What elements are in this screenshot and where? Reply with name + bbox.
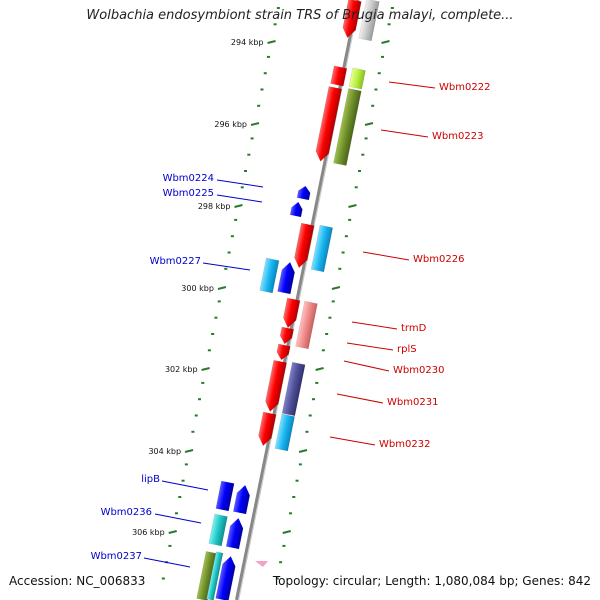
gene-features: [196, 0, 380, 600]
gene-arrow: [277, 261, 295, 295]
gene-arrow: [330, 65, 348, 87]
label-leader-line: [351, 321, 398, 330]
tick-mark: [184, 449, 308, 453]
major-ticks: 294 kbp 296 kbp 298 kbp 300 kbp 302 kbp 304 k…: [132, 38, 390, 537]
tick-label: 304 kbp: [148, 447, 181, 456]
gene-arrow: [289, 201, 303, 218]
label-leader-line: [202, 262, 251, 271]
tick-label: 302 kbp: [165, 365, 198, 374]
summary-text: Topology: circular; Length: 1,080,084 bp…: [272, 574, 591, 588]
gene-arrow: [225, 517, 244, 550]
tick-label: 296 kbp: [214, 120, 247, 129]
label-leader-line: [346, 342, 394, 351]
gene-arrow: [258, 411, 277, 447]
label-leader-line: [216, 194, 263, 203]
gene-label: Wbm0224: [163, 173, 214, 184]
gene-arrow: [215, 556, 236, 600]
gene-labels: Wbm0222 Wbm0223 Wbm0224 Wbm0225 Wbm0226 Wbm02…: [91, 81, 490, 568]
label-leader-line: [329, 436, 376, 446]
gene-label: Wbm0230: [393, 365, 444, 376]
marker-triangle: [255, 561, 268, 567]
label-leader-line: [161, 480, 209, 491]
gene-arrow: [232, 484, 251, 515]
gene-arrow: [265, 359, 287, 412]
label-leader-line: [380, 129, 429, 138]
map-title: Wolbachia endosymbiont strain TRS of Bru…: [86, 8, 514, 23]
accession-text: Accession: NC_006833: [9, 574, 146, 588]
gene-label: lipB: [141, 474, 160, 485]
cog-bar: [295, 300, 318, 350]
label-leader-line: [336, 393, 384, 404]
cog-bar: [333, 88, 362, 166]
tick-label: 300 kbp: [181, 284, 214, 293]
cog-bar: [274, 413, 295, 452]
cog-bar: [358, 0, 380, 42]
gene-label: Wbm0223: [432, 131, 483, 142]
tick-label: 294 kbp: [231, 38, 264, 47]
gene-label: Wbm0231: [387, 397, 438, 408]
gene-arrow: [283, 297, 301, 329]
cog-bar: [281, 361, 306, 417]
cog-bar: [196, 551, 218, 600]
cog-bar: [206, 551, 224, 600]
label-leader-line: [343, 360, 390, 372]
cog-bar: [310, 224, 334, 273]
tick-mark: [168, 530, 291, 534]
gene-label: Wbm0226: [413, 254, 464, 265]
tick-mark: [217, 286, 341, 290]
tick-label: 298 kbp: [198, 202, 231, 211]
gene-label: Wbm0227: [150, 256, 201, 267]
gene-label: Wbm0222: [439, 82, 490, 93]
gene-label: Wbm0232: [379, 439, 430, 450]
cog-bar: [259, 257, 280, 294]
tick-mark: [267, 40, 390, 44]
cog-bar: [348, 67, 366, 90]
gene-label: rplS: [397, 344, 417, 355]
tick-mark: [250, 122, 374, 126]
tick-mark: [201, 367, 324, 371]
label-leader-line: [143, 557, 191, 568]
cog-bar: [208, 513, 228, 547]
gene-arrow: [342, 0, 362, 39]
gene-label: trmD: [401, 323, 427, 334]
gene-label: Wbm0237: [91, 551, 142, 562]
gene-arrow: [294, 222, 315, 268]
tick-label: 306 kbp: [132, 528, 165, 537]
label-leader-line: [154, 513, 202, 524]
tick-mark: [234, 204, 357, 208]
label-leader-line: [216, 179, 264, 188]
gene-label: Wbm0225: [163, 188, 214, 199]
label-leader-line: [388, 81, 436, 89]
label-leader-line: [362, 251, 410, 261]
minor-ticks: [161, 7, 394, 580]
gene-arrow: [279, 326, 294, 345]
gene-arrow: [276, 343, 291, 361]
gene-arrow: [215, 480, 235, 512]
gene-arrow: [296, 185, 311, 201]
gene-label: Wbm0236: [101, 507, 152, 518]
gene-arrow: [315, 86, 342, 162]
